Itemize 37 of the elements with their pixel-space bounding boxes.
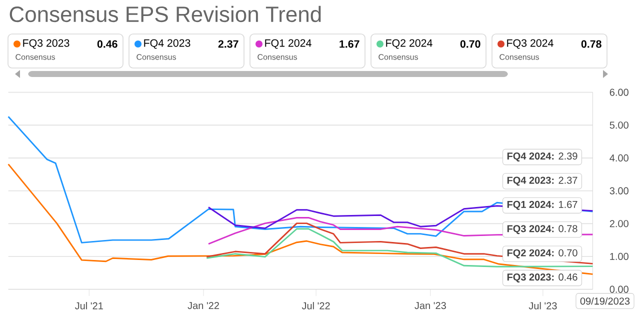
legend-label: FQ2 2024 bbox=[386, 39, 432, 49]
y-tick-label: 3.00 bbox=[610, 187, 628, 194]
text: Consensus bbox=[378, 54, 418, 60]
x-tick-label: Jan '23 bbox=[414, 302, 446, 310]
y-tick-label: 2.00 bbox=[610, 220, 628, 228]
annotation: FQ1 2024: 1.67 bbox=[507, 200, 578, 210]
line-series bbox=[8, 116, 594, 244]
legend-label: FQ4 2023 bbox=[144, 39, 190, 49]
annotation: FQ3 2024: 0.78 bbox=[507, 225, 578, 234]
text: Consensus bbox=[136, 54, 176, 60]
annotation: FQ4 2023: 2.37 bbox=[507, 176, 578, 186]
text: 0.70 bbox=[460, 40, 480, 48]
legend-label: FQ3 2024 bbox=[507, 39, 554, 49]
line-series bbox=[8, 163, 594, 275]
annotation: FQ3 2023: 0.46 bbox=[507, 274, 578, 282]
x-tick-label: Jul '22 bbox=[302, 302, 330, 310]
y-tick-label: 5.00 bbox=[610, 122, 628, 129]
text: Consensus bbox=[258, 54, 298, 60]
text: Consensus bbox=[16, 54, 56, 60]
text: 09/19/2023 bbox=[580, 297, 630, 305]
y-tick-label: 4.00 bbox=[610, 154, 628, 162]
annotation: FQ2 2024: 0.70 bbox=[507, 249, 578, 258]
annotation: FQ4 2024: 2.39 bbox=[507, 152, 578, 162]
text: 0.78 bbox=[581, 40, 602, 48]
x-tick-label: Jan '22 bbox=[188, 302, 219, 310]
x-tick-label: Jul '23 bbox=[528, 302, 557, 310]
legend-label: FQ1 2024 bbox=[265, 39, 312, 49]
text: 1.67 bbox=[340, 40, 360, 48]
text: 2.37 bbox=[218, 40, 238, 48]
y-tick-label: 0.00 bbox=[610, 286, 628, 293]
y-tick-label: 1.00 bbox=[610, 252, 628, 260]
x-tick-label: Jul '21 bbox=[74, 302, 103, 310]
text: Consensus bbox=[500, 54, 539, 60]
y-tick-label: 6.00 bbox=[610, 88, 628, 96]
chart-title: Consensus EPS Revision Trend bbox=[10, 6, 321, 22]
text: 0.46 bbox=[97, 40, 118, 48]
legend-label: FQ3 2023 bbox=[23, 39, 70, 49]
